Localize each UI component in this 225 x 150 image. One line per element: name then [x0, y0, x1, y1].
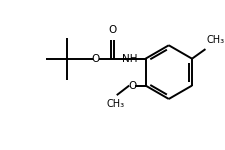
Text: NH: NH	[122, 54, 137, 64]
Text: O: O	[127, 81, 136, 91]
Text: O: O	[91, 54, 99, 64]
Text: CH₃: CH₃	[205, 35, 224, 45]
Text: O: O	[108, 25, 117, 35]
Text: CH₃: CH₃	[106, 99, 124, 109]
